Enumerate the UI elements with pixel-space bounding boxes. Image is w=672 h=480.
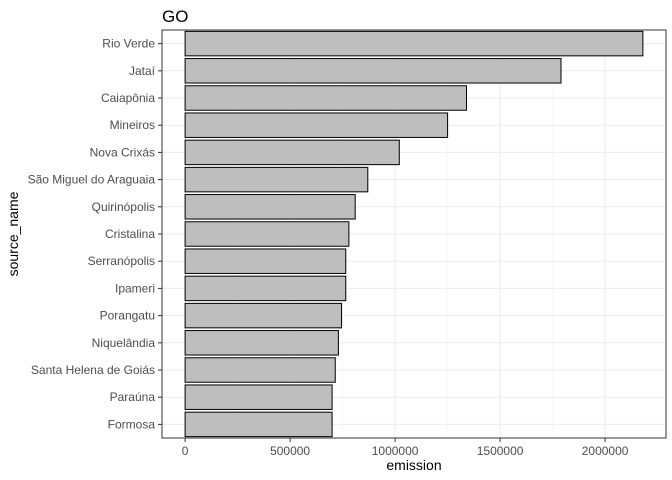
bar <box>184 302 343 329</box>
y-tick-label: Jataí <box>129 64 156 78</box>
bar <box>184 166 369 193</box>
x-axis: 0 500000 1000000 1500000 2000000 <box>182 438 629 458</box>
bar <box>184 221 350 247</box>
y-tick-label: Paraúna <box>110 390 156 404</box>
y-tick-label: Niquelândia <box>92 336 156 350</box>
bars <box>184 30 644 438</box>
bar <box>184 139 400 166</box>
x-tick-label: 1000000 <box>372 444 419 458</box>
bar <box>184 58 562 84</box>
y-tick-label: Nova Crixás <box>90 145 155 159</box>
bar <box>184 330 339 356</box>
y-tick-label: Quirinópolis <box>92 200 155 214</box>
bar <box>184 248 347 274</box>
bar <box>184 112 449 138</box>
x-axis-title: emission <box>386 457 441 473</box>
bar <box>184 275 347 302</box>
bar <box>184 85 467 111</box>
x-tick-label: 1500000 <box>477 444 524 458</box>
x-tick-label: 0 <box>182 444 189 458</box>
bar <box>184 30 644 57</box>
bar <box>184 411 333 438</box>
y-tick-label: Mineiros <box>110 118 155 132</box>
y-tick-label: Serranópolis <box>88 254 155 268</box>
y-axis: Rio Verde Jataí Caiapônia Mineiros Nova Crix… <box>28 37 162 431</box>
x-tick-label: 500000 <box>270 444 310 458</box>
y-tick-label: Formosa <box>108 417 156 431</box>
y-tick-label: São Miguel do Araguaia <box>28 173 156 187</box>
y-tick-label: Ipameri <box>115 281 155 295</box>
y-tick-label: Caiapônia <box>101 91 155 105</box>
chart-title: GO <box>162 7 188 26</box>
bar <box>184 194 356 220</box>
y-tick-label: Porangatu <box>100 309 155 323</box>
bar <box>184 357 336 383</box>
x-tick-label: 2000000 <box>582 444 629 458</box>
y-tick-label: Rio Verde <box>102 37 155 51</box>
bar <box>184 384 333 410</box>
y-tick-label: Cristalina <box>105 227 155 241</box>
y-axis-title: source_name <box>5 191 21 276</box>
y-tick-label: Santa Helena de Goiás <box>31 363 155 377</box>
